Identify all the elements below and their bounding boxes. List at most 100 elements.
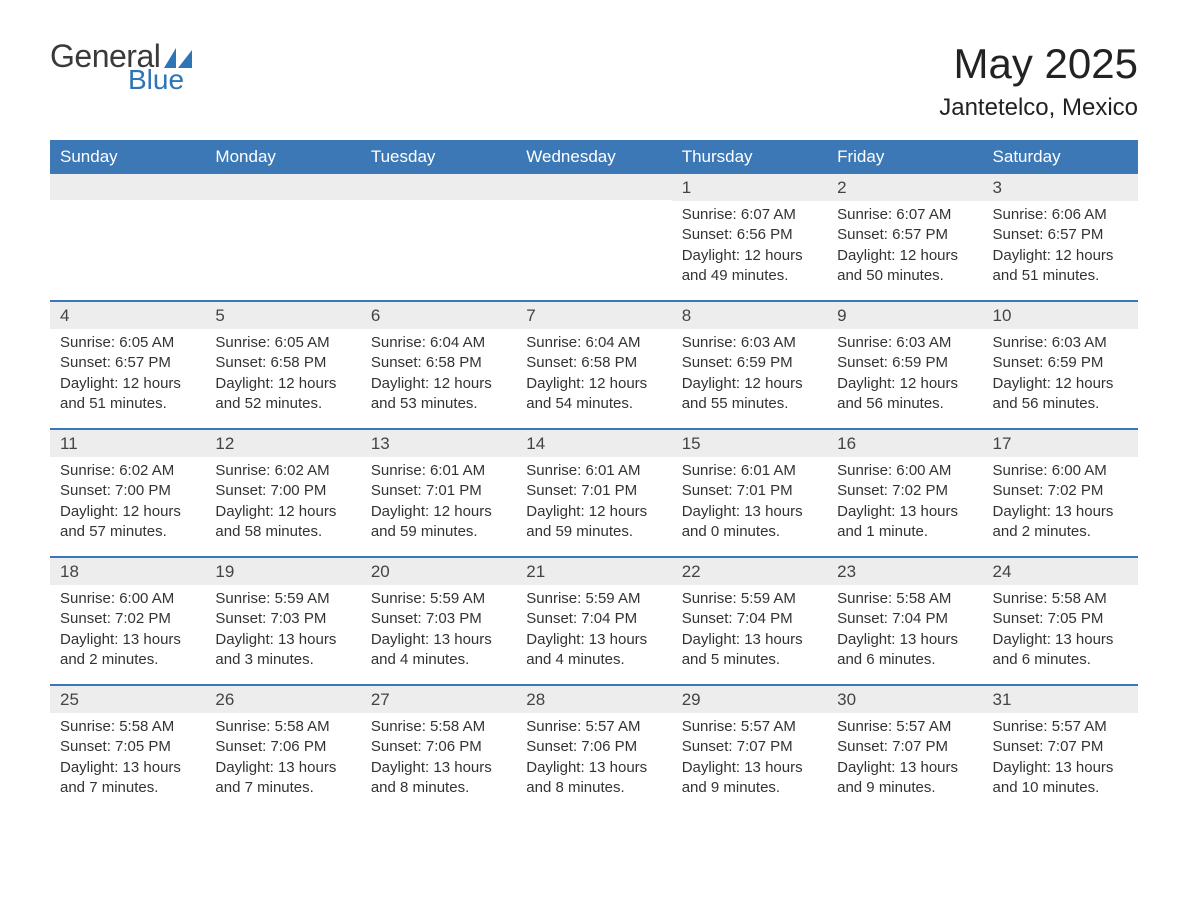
day-details: Sunrise: 6:05 AMSunset: 6:57 PMDaylight:… [50,329,205,420]
sunset-line: Sunset: 7:06 PM [526,737,661,757]
day-cell: 4Sunrise: 6:05 AMSunset: 6:57 PMDaylight… [50,302,205,428]
sunrise-line: Sunrise: 5:58 AM [837,589,972,609]
daylight-line: Daylight: 12 hours and 57 minutes. [60,502,195,543]
daylight-line: Daylight: 12 hours and 51 minutes. [993,246,1128,287]
day-cell: 12Sunrise: 6:02 AMSunset: 7:00 PMDayligh… [205,430,360,556]
daylight-line: Daylight: 13 hours and 6 minutes. [993,630,1128,671]
weekday-thursday: Thursday [672,140,827,174]
day-cell: 7Sunrise: 6:04 AMSunset: 6:58 PMDaylight… [516,302,671,428]
day-details: Sunrise: 6:00 AMSunset: 7:02 PMDaylight:… [50,585,205,676]
day-cell: 27Sunrise: 5:58 AMSunset: 7:06 PMDayligh… [361,686,516,812]
day-number: 29 [672,686,827,713]
daylight-line: Daylight: 12 hours and 58 minutes. [215,502,350,543]
day-cell: 19Sunrise: 5:59 AMSunset: 7:03 PMDayligh… [205,558,360,684]
daylight-line: Daylight: 13 hours and 4 minutes. [371,630,506,671]
day-details: Sunrise: 6:02 AMSunset: 7:00 PMDaylight:… [50,457,205,548]
day-cell: 16Sunrise: 6:00 AMSunset: 7:02 PMDayligh… [827,430,982,556]
daylight-line: Daylight: 12 hours and 49 minutes. [682,246,817,287]
sunrise-line: Sunrise: 6:06 AM [993,205,1128,225]
sunrise-line: Sunrise: 5:58 AM [60,717,195,737]
day-details: Sunrise: 5:57 AMSunset: 7:07 PMDaylight:… [983,713,1138,804]
day-cell: 25Sunrise: 5:58 AMSunset: 7:05 PMDayligh… [50,686,205,812]
day-number: 1 [672,174,827,201]
day-details: Sunrise: 6:06 AMSunset: 6:57 PMDaylight:… [983,201,1138,292]
day-details: Sunrise: 6:07 AMSunset: 6:56 PMDaylight:… [672,201,827,292]
day-cell: 30Sunrise: 5:57 AMSunset: 7:07 PMDayligh… [827,686,982,812]
sunrise-line: Sunrise: 5:59 AM [215,589,350,609]
logo-word-blue: Blue [128,66,192,94]
sunset-line: Sunset: 6:59 PM [682,353,817,373]
sunset-line: Sunset: 7:00 PM [60,481,195,501]
day-details: Sunrise: 6:01 AMSunset: 7:01 PMDaylight:… [361,457,516,548]
day-cell: 11Sunrise: 6:02 AMSunset: 7:00 PMDayligh… [50,430,205,556]
logo: General Blue [50,40,192,94]
empty-cell [205,174,360,300]
daylight-line: Daylight: 13 hours and 7 minutes. [215,758,350,799]
empty-cell [361,174,516,300]
day-cell: 29Sunrise: 5:57 AMSunset: 7:07 PMDayligh… [672,686,827,812]
day-details: Sunrise: 5:59 AMSunset: 7:03 PMDaylight:… [361,585,516,676]
day-number [205,174,360,200]
daylight-line: Daylight: 12 hours and 54 minutes. [526,374,661,415]
sunset-line: Sunset: 6:59 PM [837,353,972,373]
location: Jantetelco, Mexico [939,94,1138,122]
day-number: 12 [205,430,360,457]
sunrise-line: Sunrise: 6:03 AM [993,333,1128,353]
sunset-line: Sunset: 7:05 PM [60,737,195,757]
day-number: 4 [50,302,205,329]
sunset-line: Sunset: 7:00 PM [215,481,350,501]
sunset-line: Sunset: 7:03 PM [371,609,506,629]
daylight-line: Daylight: 13 hours and 2 minutes. [60,630,195,671]
day-number: 6 [361,302,516,329]
day-cell: 3Sunrise: 6:06 AMSunset: 6:57 PMDaylight… [983,174,1138,300]
day-details: Sunrise: 6:07 AMSunset: 6:57 PMDaylight:… [827,201,982,292]
sunrise-line: Sunrise: 6:03 AM [837,333,972,353]
day-number: 21 [516,558,671,585]
day-number: 31 [983,686,1138,713]
sunrise-line: Sunrise: 6:00 AM [60,589,195,609]
week-row: 18Sunrise: 6:00 AMSunset: 7:02 PMDayligh… [50,556,1138,684]
day-cell: 28Sunrise: 5:57 AMSunset: 7:06 PMDayligh… [516,686,671,812]
day-cell: 5Sunrise: 6:05 AMSunset: 6:58 PMDaylight… [205,302,360,428]
daylight-line: Daylight: 12 hours and 52 minutes. [215,374,350,415]
day-cell: 14Sunrise: 6:01 AMSunset: 7:01 PMDayligh… [516,430,671,556]
daylight-line: Daylight: 12 hours and 51 minutes. [60,374,195,415]
month-title: May 2025 [939,40,1138,88]
day-cell: 8Sunrise: 6:03 AMSunset: 6:59 PMDaylight… [672,302,827,428]
sunrise-line: Sunrise: 5:59 AM [371,589,506,609]
sunset-line: Sunset: 7:02 PM [60,609,195,629]
sunrise-line: Sunrise: 6:01 AM [371,461,506,481]
daylight-line: Daylight: 12 hours and 50 minutes. [837,246,972,287]
empty-cell [50,174,205,300]
sunrise-line: Sunrise: 5:59 AM [526,589,661,609]
day-number: 5 [205,302,360,329]
weekday-monday: Monday [205,140,360,174]
sunrise-line: Sunrise: 5:58 AM [215,717,350,737]
day-number: 13 [361,430,516,457]
daylight-line: Daylight: 13 hours and 6 minutes. [837,630,972,671]
day-number: 3 [983,174,1138,201]
sunrise-line: Sunrise: 6:02 AM [60,461,195,481]
daylight-line: Daylight: 12 hours and 56 minutes. [837,374,972,415]
day-cell: 22Sunrise: 5:59 AMSunset: 7:04 PMDayligh… [672,558,827,684]
day-number: 28 [516,686,671,713]
sunrise-line: Sunrise: 5:58 AM [371,717,506,737]
calendar: SundayMondayTuesdayWednesdayThursdayFrid… [50,140,1138,812]
sunset-line: Sunset: 6:57 PM [837,225,972,245]
sunset-line: Sunset: 7:07 PM [682,737,817,757]
daylight-line: Daylight: 13 hours and 1 minute. [837,502,972,543]
daylight-line: Daylight: 13 hours and 7 minutes. [60,758,195,799]
day-number: 19 [205,558,360,585]
sunset-line: Sunset: 7:07 PM [837,737,972,757]
day-number: 9 [827,302,982,329]
day-details: Sunrise: 6:05 AMSunset: 6:58 PMDaylight:… [205,329,360,420]
sunrise-line: Sunrise: 6:04 AM [526,333,661,353]
day-number: 27 [361,686,516,713]
sunrise-line: Sunrise: 5:57 AM [682,717,817,737]
weekday-wednesday: Wednesday [516,140,671,174]
daylight-line: Daylight: 13 hours and 3 minutes. [215,630,350,671]
sunrise-line: Sunrise: 5:57 AM [837,717,972,737]
daylight-line: Daylight: 12 hours and 59 minutes. [526,502,661,543]
day-cell: 24Sunrise: 5:58 AMSunset: 7:05 PMDayligh… [983,558,1138,684]
sunrise-line: Sunrise: 6:01 AM [526,461,661,481]
